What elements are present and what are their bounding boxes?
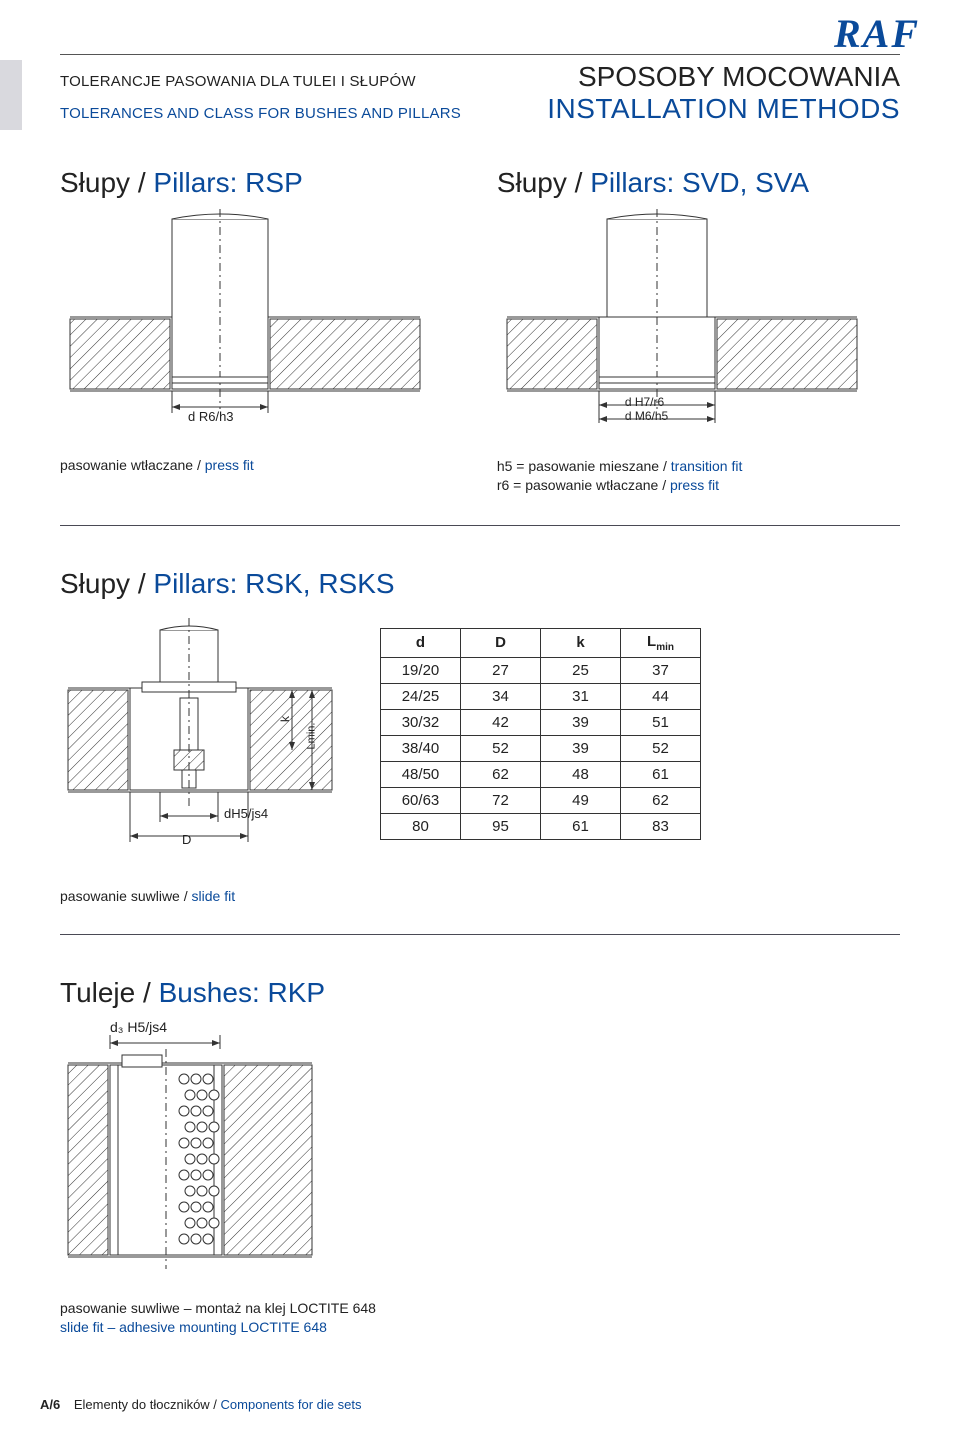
table-row: 80956183 [381,813,701,839]
svd-drawing: d H7/r6 d M6/h5 [497,209,900,429]
rsk-caption: pasowanie suwliwe / slide fit [60,888,900,904]
header-right-pl: SPOSOBY MOCOWANIA [578,61,900,93]
side-tab [0,60,22,130]
svd-title: Słupy / Pillars: SVD, SVA [497,167,900,199]
rsp-dim-label: d R6/h3 [188,409,234,424]
rsp-title: Słupy / Pillars: RSP [60,167,463,199]
section-rsk: Słupy / Pillars: RSK, RSKS [60,568,900,904]
section-rkp: Tuleje / Bushes: RKP d₃ H5/js4 [60,977,900,1337]
page-footer: A/6 Elementy do tłoczników / Components … [40,1397,361,1412]
svd-dim-bot: d M6/h5 [625,409,668,423]
rsp-drawing: d R6/h3 [60,209,463,429]
rkp-dim-label: d₃ H5/js4 [110,1019,167,1035]
svd-dim-top: d H7/r6 [625,395,664,409]
svd-caption: h5 = pasowanie mieszane / transition fit… [497,457,900,495]
rsk-dim-d: dH5/js4 [224,806,268,821]
rkp-drawing: d₃ H5/js4 [60,1025,320,1285]
header-right-en: INSTALLATION METHODS [547,93,900,125]
rsk-dim-Dcap: D [182,832,191,847]
table-row: 19/20272537 [381,657,701,683]
table-row: 48/50624861 [381,761,701,787]
table-header: k [541,628,621,657]
rkp-title: Tuleje / Bushes: RKP [60,977,900,1009]
section-svd: Słupy / Pillars: SVD, SVA [497,167,900,495]
rsk-table: dDkLmin 19/2027253724/2534314430/3242395… [380,628,701,840]
brand-logo: RAF [834,10,920,57]
header-rule [60,54,900,55]
table-header: D [461,628,541,657]
rsp-caption: pasowanie wtłaczane / press fit [60,457,463,473]
rkp-caption: pasowanie suwliwe – montaż na klej LOCTI… [60,1299,900,1337]
table-header: d [381,628,461,657]
table-row: 24/25343144 [381,683,701,709]
rsk-title: Słupy / Pillars: RSK, RSKS [60,568,900,600]
page-body: TOLERANCJE PASOWANIA DLA TULEI I SŁUPÓW … [0,0,960,1357]
table-row: 60/63724962 [381,787,701,813]
rsk-drawing: k Lmin. dH5/js4 D [60,610,340,870]
rsk-dim-k: k [278,716,292,722]
section-rsp: Słupy / Pillars: RSP [60,167,463,495]
header-left-en: TOLERANCES AND CLASS FOR BUSHES AND PILL… [60,105,461,122]
header-left-pl: TOLERANCJE PASOWANIA DLA TULEI I SŁUPÓW [60,73,416,90]
divider-2 [60,934,900,935]
table-header: Lmin [621,628,701,657]
divider-1 [60,525,900,526]
table-row: 30/32423951 [381,709,701,735]
table-row: 38/40523952 [381,735,701,761]
rsk-dim-lmin: Lmin. [305,722,317,749]
